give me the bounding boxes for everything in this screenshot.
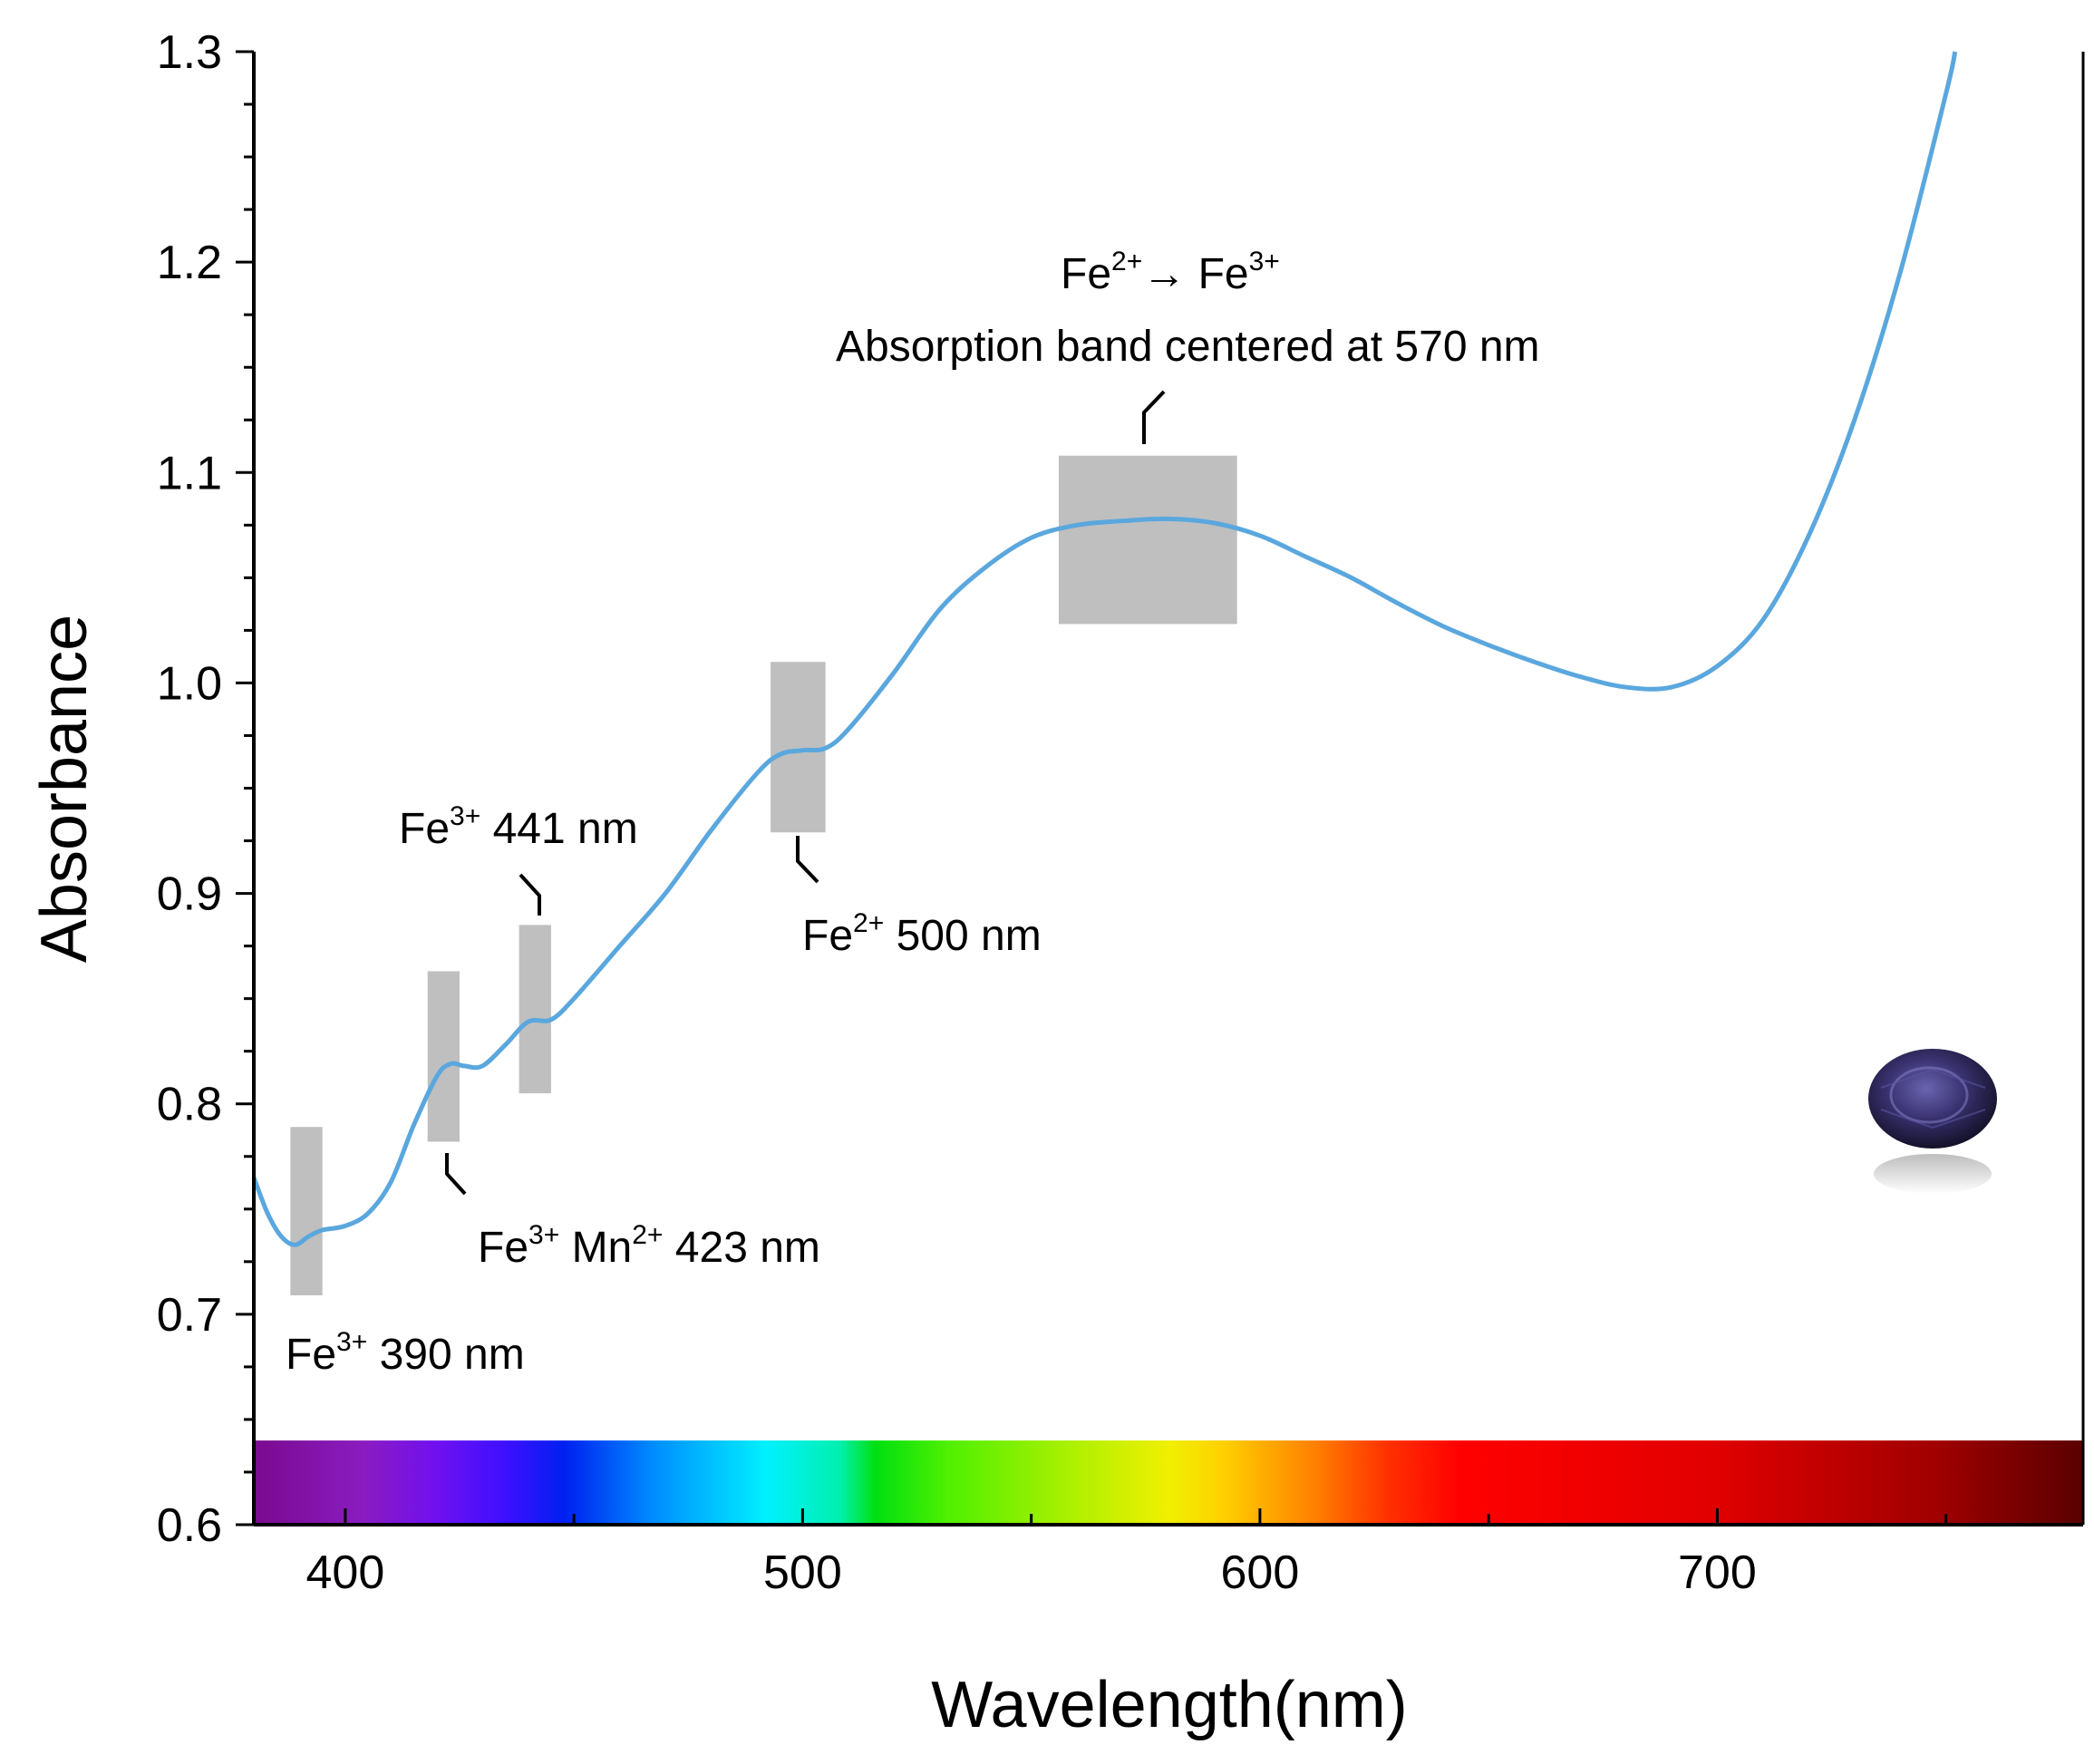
absorption-band-0 bbox=[290, 1127, 323, 1295]
x-tick-label-400: 400 bbox=[306, 1546, 385, 1599]
y-axis-title: Absorbance bbox=[28, 615, 101, 963]
annotation-fe2-500: Fe2+ 500 nm bbox=[802, 908, 1042, 960]
leader-lines bbox=[445, 390, 1166, 1196]
leader-441 bbox=[519, 873, 541, 916]
x-tick-label-500: 500 bbox=[763, 1546, 842, 1599]
absorption-band-2 bbox=[519, 925, 551, 1094]
y-tick-label-1.3: 1.3 bbox=[157, 26, 222, 79]
absorbance-line bbox=[251, 51, 1958, 1247]
annotation-ivct-line2: Absorption band centered at 570 nm bbox=[836, 323, 1540, 371]
x-tick-label-600: 600 bbox=[1221, 1546, 1300, 1599]
y-tick-label-0.7: 0.7 bbox=[157, 1289, 222, 1342]
y-tick-label-1.1: 1.1 bbox=[157, 447, 222, 499]
absorption-band-4 bbox=[1058, 455, 1237, 625]
tick-labels: 400 500 600 700 0.6 0.7 0.8 0.9 1.0 1.1 1.2 1.3 bbox=[157, 26, 1757, 1599]
annotation-fe3-441: Fe3+ 441 nm bbox=[399, 801, 638, 853]
leader-500 bbox=[796, 836, 819, 884]
y-tick-label-0.6: 0.6 bbox=[157, 1499, 222, 1552]
leader-570 bbox=[1142, 390, 1166, 444]
spectrum-bar bbox=[254, 1440, 2083, 1525]
x-axis-title: Wavelength(nm) bbox=[931, 1669, 1408, 1741]
gemstone-image bbox=[1868, 1049, 1997, 1194]
tick-marks bbox=[236, 50, 1948, 1527]
annotation-fe3-390: Fe3+ 390 nm bbox=[286, 1327, 525, 1379]
annotation-ivct-line1: Fe2+→ Fe3+ bbox=[1061, 247, 1280, 298]
annotation-fe3-mn2-423: Fe3+ Mn2+ 423 nm bbox=[478, 1220, 820, 1272]
absorption-band-3 bbox=[771, 662, 826, 833]
y-tick-label-0.9: 0.9 bbox=[157, 868, 222, 921]
y-tick-label-0.8: 0.8 bbox=[157, 1079, 222, 1131]
leader-423 bbox=[445, 1153, 467, 1196]
absorption-bands bbox=[290, 455, 1237, 1295]
absorption-band-1 bbox=[427, 971, 460, 1142]
y-tick-label-1.2: 1.2 bbox=[157, 237, 222, 289]
y-tick-label-1: 1.0 bbox=[157, 657, 222, 710]
x-tick-label-700: 700 bbox=[1678, 1546, 1757, 1599]
